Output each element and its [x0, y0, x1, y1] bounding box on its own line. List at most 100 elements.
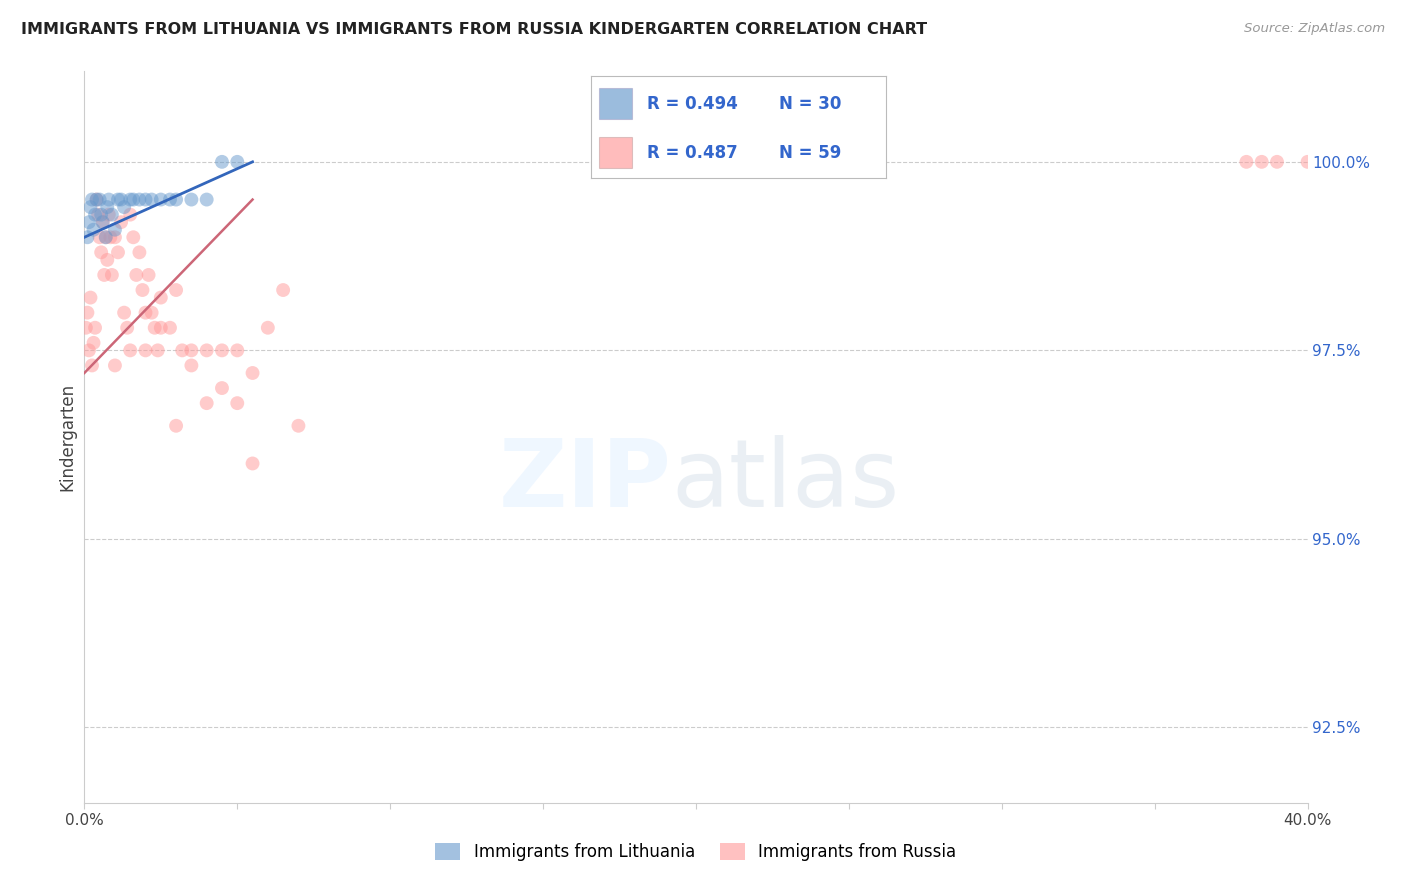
Point	[90, 208, 112, 222]
Point	[89, 230, 111, 244]
Point	[131, 283, 153, 297]
Point	[83, 223, 105, 237]
Point	[138, 268, 160, 282]
Point	[1236, 154, 1258, 169]
Point	[84, 320, 107, 334]
Point	[226, 343, 249, 358]
FancyBboxPatch shape	[599, 88, 631, 119]
Point	[146, 343, 169, 358]
Point	[80, 359, 103, 373]
Point	[75, 320, 97, 334]
Point	[107, 245, 129, 260]
Point	[94, 230, 117, 244]
Legend: Immigrants from Lithuania, Immigrants from Russia: Immigrants from Lithuania, Immigrants fr…	[429, 836, 963, 868]
Point	[87, 208, 110, 222]
Text: N = 30: N = 30	[779, 95, 842, 112]
Point	[76, 230, 98, 244]
Text: IMMIGRANTS FROM LITHUANIA VS IMMIGRANTS FROM RUSSIA KINDERGARTEN CORRELATION CHA: IMMIGRANTS FROM LITHUANIA VS IMMIGRANTS …	[21, 22, 927, 37]
Point	[110, 215, 132, 229]
Point	[211, 154, 233, 169]
Point	[257, 320, 280, 334]
Point	[141, 306, 163, 320]
Point	[211, 381, 233, 395]
Point	[90, 245, 112, 260]
Point	[120, 193, 142, 207]
Text: N = 59: N = 59	[779, 144, 842, 161]
Point	[195, 193, 218, 207]
Point	[97, 193, 120, 207]
Point	[91, 215, 114, 229]
Point	[141, 193, 163, 207]
Point	[84, 208, 107, 222]
Point	[159, 193, 181, 207]
Point	[115, 320, 138, 334]
Point	[101, 208, 124, 222]
Point	[159, 320, 181, 334]
Point	[89, 193, 111, 207]
Point	[97, 208, 120, 222]
Point	[79, 200, 101, 214]
Point	[112, 200, 135, 214]
Point	[112, 306, 135, 320]
Point	[120, 343, 142, 358]
Point	[149, 291, 172, 305]
Point	[120, 208, 142, 222]
Point	[122, 193, 145, 207]
Point	[1265, 154, 1288, 169]
Point	[104, 359, 127, 373]
Point	[149, 320, 172, 334]
Point	[125, 268, 148, 282]
Point	[77, 343, 100, 358]
Point	[271, 283, 294, 297]
Point	[79, 291, 101, 305]
Point	[122, 230, 145, 244]
Text: atlas: atlas	[672, 435, 900, 527]
Point	[195, 396, 218, 410]
Text: ZIP: ZIP	[499, 435, 672, 527]
Point	[94, 230, 117, 244]
Point	[195, 343, 218, 358]
Point	[1250, 154, 1272, 169]
Point	[149, 193, 172, 207]
Point	[104, 230, 127, 244]
Point	[86, 193, 108, 207]
Point	[180, 343, 202, 358]
Text: Source: ZipAtlas.com: Source: ZipAtlas.com	[1244, 22, 1385, 36]
Point	[101, 268, 124, 282]
Point	[242, 457, 264, 471]
FancyBboxPatch shape	[599, 137, 631, 168]
Point	[165, 283, 187, 297]
Text: R = 0.494: R = 0.494	[647, 95, 738, 112]
Point	[135, 193, 157, 207]
Point	[135, 343, 157, 358]
Point	[77, 215, 100, 229]
Point	[180, 359, 202, 373]
Point	[86, 193, 108, 207]
Point	[98, 230, 121, 244]
Text: R = 0.487: R = 0.487	[647, 144, 737, 161]
Point	[172, 343, 194, 358]
Point	[165, 418, 187, 433]
Point	[143, 320, 166, 334]
Point	[91, 215, 114, 229]
Point	[128, 245, 150, 260]
Point	[180, 193, 202, 207]
Point	[83, 335, 105, 350]
Point	[211, 343, 233, 358]
Point	[80, 193, 103, 207]
Point	[76, 306, 98, 320]
Point	[110, 193, 132, 207]
Point	[96, 200, 118, 214]
Point	[226, 396, 249, 410]
Point	[226, 154, 249, 169]
Point	[165, 193, 187, 207]
Point	[242, 366, 264, 380]
Point	[107, 193, 129, 207]
Point	[287, 418, 309, 433]
Y-axis label: Kindergarten: Kindergarten	[58, 383, 76, 491]
Point	[93, 268, 115, 282]
Point	[96, 252, 118, 267]
Point	[128, 193, 150, 207]
Point	[104, 223, 127, 237]
Point	[1296, 154, 1319, 169]
